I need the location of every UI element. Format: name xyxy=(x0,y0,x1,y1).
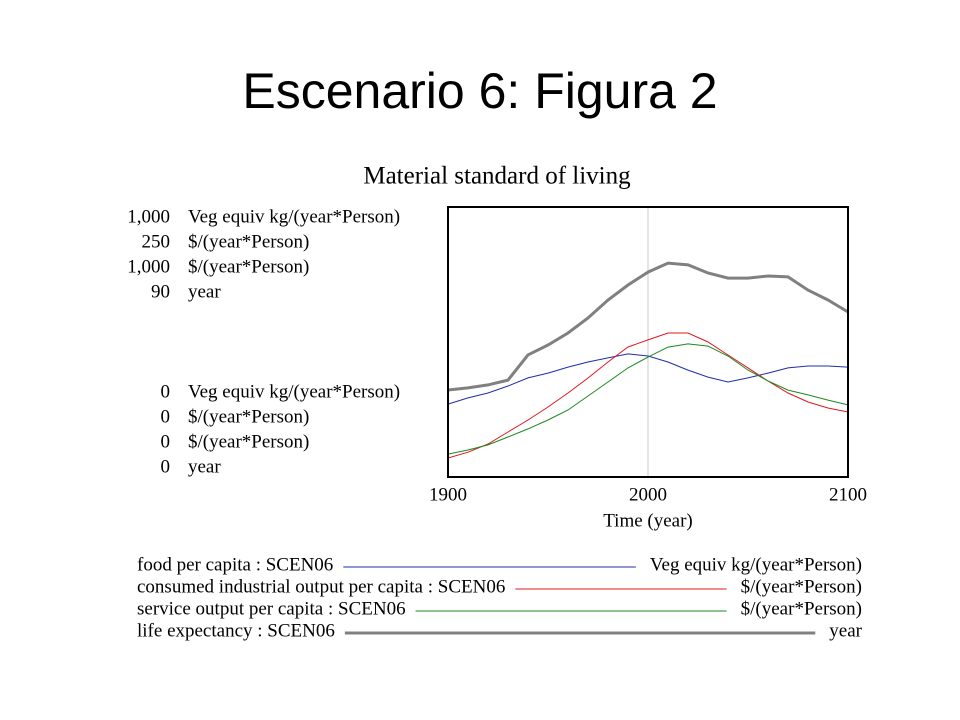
legend-label: food per capita : SCEN06 xyxy=(137,554,333,575)
y-axis-unit: $/(year*Person) xyxy=(188,231,309,252)
y-tick-label: 0 xyxy=(161,406,171,427)
y-axis-unit: year xyxy=(188,456,221,477)
series-line xyxy=(447,343,849,455)
x-tick-label: 2100 xyxy=(829,484,867,505)
x-tick-label: 1900 xyxy=(429,484,467,505)
legend-unit: $/(year*Person) xyxy=(741,598,862,619)
series-line xyxy=(447,332,849,459)
y-axis-unit: $/(year*Person) xyxy=(188,256,309,277)
y-axis-unit: $/(year*Person) xyxy=(188,406,309,427)
y-tick-label: 1,000 xyxy=(127,256,170,277)
legend-label: service output per capita : SCEN06 xyxy=(137,598,406,619)
legend-label: life expectancy : SCEN06 xyxy=(137,620,335,641)
x-axis-label: Time (year) xyxy=(603,510,693,531)
y-tick-label: 90 xyxy=(151,281,170,302)
y-tick-label: 250 xyxy=(142,231,171,252)
y-axis-unit: $/(year*Person) xyxy=(188,431,309,452)
y-axis-unit: Veg equiv kg/(year*Person) xyxy=(188,381,400,402)
y-tick-label: 0 xyxy=(161,431,171,452)
legend-unit: year xyxy=(829,620,862,641)
y-axis-unit: year xyxy=(188,281,221,302)
x-tick-label: 2000 xyxy=(629,484,667,505)
slide-title: Escenario 6: Figura 2 xyxy=(242,63,717,119)
series-line xyxy=(447,353,849,405)
y-tick-label: 0 xyxy=(161,381,171,402)
chart-title: Material standard of living xyxy=(363,163,631,190)
legend-label: consumed industrial output per capita : … xyxy=(137,576,505,597)
y-axis-unit: Veg equiv kg/(year*Person) xyxy=(188,206,400,227)
legend-unit: Veg equiv kg/(year*Person) xyxy=(650,554,862,575)
y-tick-label: 1,000 xyxy=(127,206,170,227)
series-line xyxy=(447,261,849,392)
y-tick-label: 0 xyxy=(161,456,171,477)
legend-unit: $/(year*Person) xyxy=(741,576,862,597)
plot-frame xyxy=(447,206,849,478)
